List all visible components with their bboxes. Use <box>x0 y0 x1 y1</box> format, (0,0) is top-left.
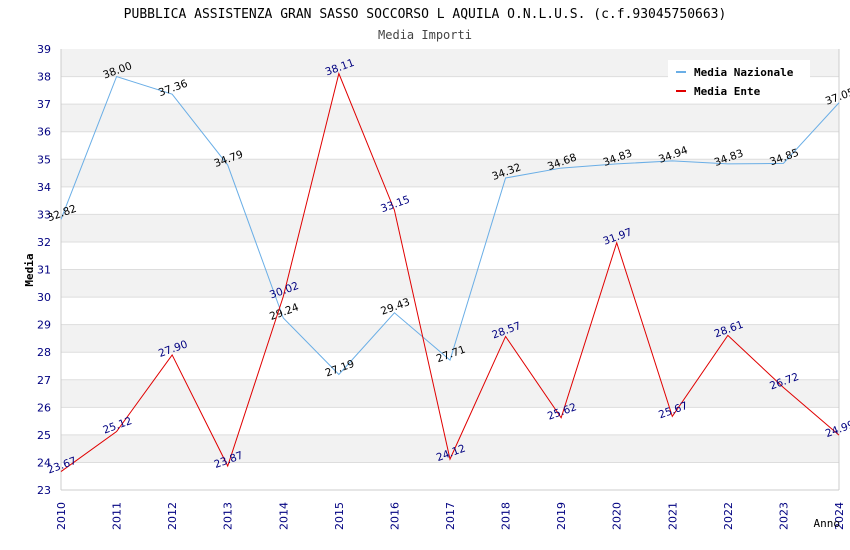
legend: Media Nazionale Media Ente <box>668 60 810 100</box>
grid-band <box>61 104 839 132</box>
y-tick-label: 28 <box>37 346 51 359</box>
y-tick-label: 36 <box>37 126 51 139</box>
x-axis-ticks: 2010 2011 2012 2013 2014 2015 2016 2017 2018 2019… <box>55 502 846 530</box>
y-tick-label: 27 <box>37 374 51 387</box>
chart-subtitle: Media Importi <box>378 28 472 42</box>
grid-bands <box>60 49 840 491</box>
grid-band <box>61 297 839 325</box>
y-tick-label: 39 <box>37 43 51 56</box>
x-tick-label: 2018 <box>500 502 513 530</box>
series-line-1 <box>60 75 840 376</box>
grid-band <box>61 159 839 187</box>
y-tick-label: 23 <box>37 484 51 497</box>
grid-band <box>61 214 839 242</box>
legend-label: Media Ente <box>694 85 761 98</box>
y-tick-label: 37 <box>37 98 51 111</box>
grid-band <box>61 241 839 270</box>
x-tick-label: 2014 <box>277 502 290 530</box>
y-axis-ticks: 23 24 25 26 27 28 29 30 31 32 33 34 35 36 37 38 39 <box>37 43 51 497</box>
x-tick-label: 2020 <box>611 502 624 530</box>
y-tick-label: 33 <box>37 208 51 221</box>
x-tick-label: 2017 <box>444 502 457 530</box>
grid-band <box>61 186 839 215</box>
y-tick-label: 24 <box>37 456 51 469</box>
x-tick-label: 2015 <box>333 502 346 530</box>
legend-box <box>668 60 810 100</box>
chart-title: PUBBLICA ASSISTENZA GRAN SASSO SOCCORSO … <box>124 7 727 22</box>
x-axis-label: Anno <box>814 517 841 530</box>
series-line-2 <box>60 71 840 472</box>
x-tick-label: 2011 <box>111 502 124 530</box>
grid-band <box>61 352 839 380</box>
y-tick-label: 38 <box>37 71 51 84</box>
x-tick-label: 2021 <box>666 502 679 530</box>
x-tick-label: 2010 <box>55 502 68 530</box>
y-tick-label: 34 <box>37 181 51 194</box>
x-tick-label: 2013 <box>222 502 235 530</box>
legend-label: Media Nazionale <box>694 66 794 79</box>
y-tick-label: 32 <box>37 236 51 249</box>
x-tick-label: 2022 <box>722 502 735 530</box>
x-tick-label: 2016 <box>388 502 401 530</box>
x-tick-label: 2023 <box>777 502 790 530</box>
x-tick-label: 2024 <box>833 502 846 530</box>
y-tick-label: 31 <box>37 264 51 277</box>
grid-band <box>61 379 839 408</box>
y-tick-label: 26 <box>37 401 51 414</box>
grid-band <box>61 269 839 298</box>
y-tick-label: 29 <box>37 319 51 332</box>
y-tick-label: 30 <box>37 291 51 304</box>
grid-band <box>61 407 839 435</box>
x-tick-label: 2019 <box>555 502 568 530</box>
x-tick-label: 2012 <box>166 502 179 530</box>
y-axis-label: Media <box>23 253 36 286</box>
grid-band <box>61 131 839 160</box>
grid-band <box>61 462 839 490</box>
grid-band <box>61 324 839 353</box>
y-tick-label: 35 <box>37 153 51 166</box>
y-tick-label: 25 <box>37 429 51 442</box>
